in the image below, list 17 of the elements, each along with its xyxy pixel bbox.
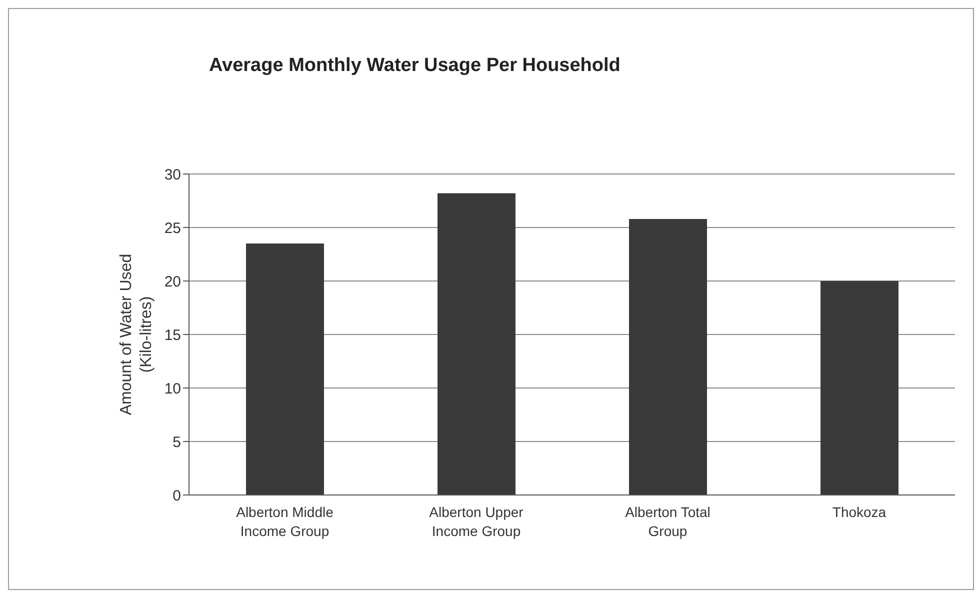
y-tick-label: 5 [172, 434, 181, 451]
chart-title: Average Monthly Water Usage Per Household [209, 55, 620, 77]
y-axis-title: Amount of Water Used (Kilo-litres) [118, 254, 155, 416]
bar [438, 193, 516, 495]
y-tick-label: 0 [172, 487, 181, 504]
bar [629, 218, 707, 495]
y-tick-label: 25 [164, 220, 181, 237]
y-tick-label: 10 [164, 380, 181, 398]
x-tick-label: Alberton Total Group [625, 504, 710, 539]
x-tick-label: Alberton Upper Income Group [429, 504, 524, 539]
y-tick-label: 20 [164, 273, 181, 290]
bar [820, 281, 898, 495]
x-tick-label: Thokoza [832, 504, 886, 520]
y-tick-label: 15 [164, 326, 181, 344]
x-tick-label: Alberton Middle Income Group [236, 504, 334, 539]
bar [246, 244, 324, 495]
y-tick-label: 30 [164, 166, 181, 184]
